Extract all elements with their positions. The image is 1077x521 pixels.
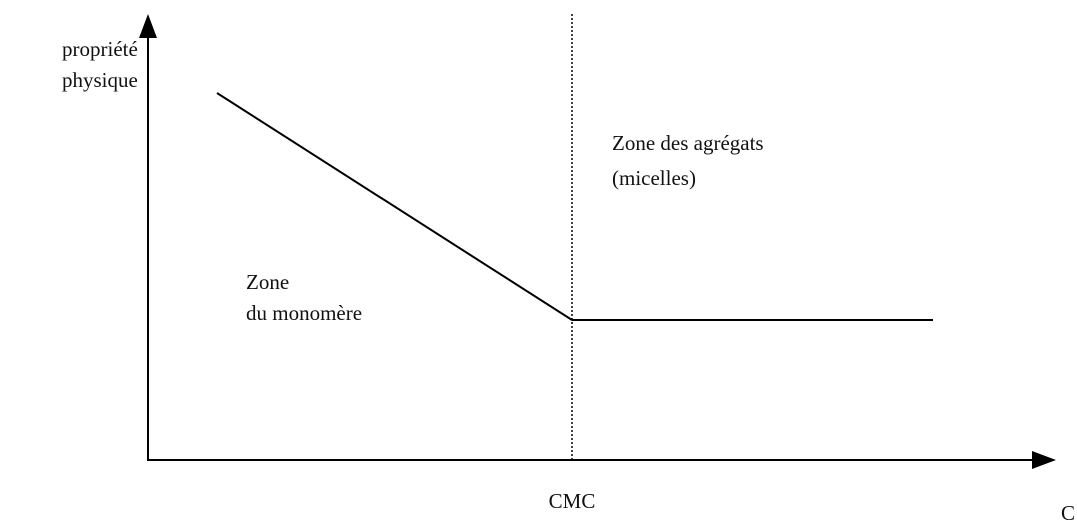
zone-label: du monomère xyxy=(246,301,362,325)
x-axis-arrow xyxy=(1032,451,1056,469)
y-axis-arrow xyxy=(139,14,157,38)
y-axis-label: physique xyxy=(62,68,138,92)
zone-label: (micelles) xyxy=(612,166,696,190)
property-curve xyxy=(216,92,933,321)
x-axis-label: C xyxy=(1061,501,1075,521)
cmc-label: CMC xyxy=(549,489,596,513)
zone-label: Zone des agrégats xyxy=(612,131,764,155)
y-axis-label: propriété xyxy=(62,37,138,61)
zone-label: Zone xyxy=(246,270,289,294)
